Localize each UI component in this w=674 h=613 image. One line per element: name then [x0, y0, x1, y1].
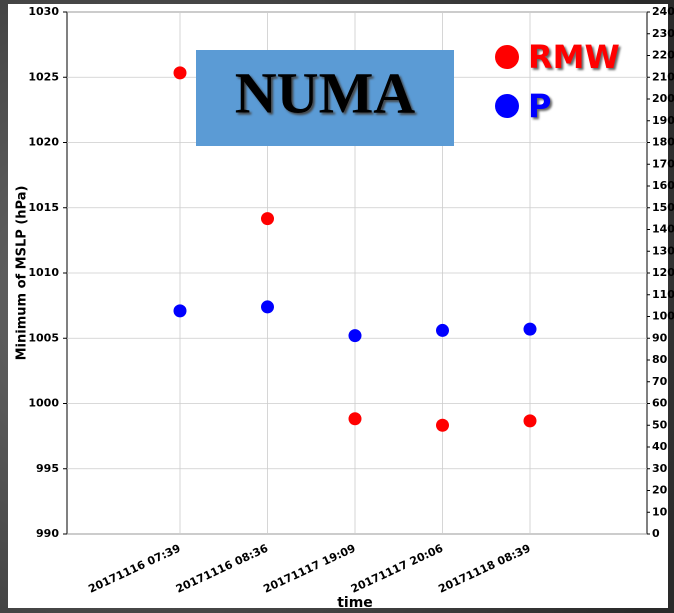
y2-tick-label: 210	[652, 70, 674, 83]
y2-tick-label: 160	[652, 179, 674, 192]
y2-tick-label: 90	[652, 331, 668, 344]
point	[436, 418, 449, 432]
point	[436, 323, 449, 337]
y2-tick-label: 150	[652, 201, 674, 214]
y2-tick-label: 60	[652, 397, 668, 410]
y2-tick-label: 140	[652, 223, 674, 236]
point	[261, 300, 274, 314]
y-tick-label: 1020	[28, 136, 59, 149]
point	[261, 212, 274, 226]
y2-tick-label: 180	[652, 136, 674, 149]
y2-tick-label: 70	[652, 375, 668, 388]
y-tick-label: 1000	[28, 397, 59, 410]
y2-tick-label: 30	[652, 462, 668, 475]
y2-tick-label: 220	[652, 49, 674, 62]
y2-tick-label: 40	[652, 440, 668, 453]
y2-tick-label: 120	[652, 266, 674, 279]
point	[523, 322, 537, 336]
y2-tick-label: 230	[652, 27, 674, 40]
point	[348, 329, 362, 343]
y-tick-label: 1010	[28, 266, 59, 279]
legend-marker	[495, 94, 519, 118]
y2-tick-label: 200	[652, 92, 674, 105]
legend-marker	[495, 45, 519, 69]
y2-tick-label: 10	[652, 505, 668, 518]
point	[173, 66, 187, 80]
annotation: NUMA	[235, 60, 416, 125]
legend-label: P	[528, 87, 551, 125]
y-tick-label: 1030	[28, 5, 59, 18]
y-tick-label: 990	[36, 527, 59, 540]
y2-tick-label: 110	[652, 288, 674, 301]
y-tick-label: 1005	[28, 331, 59, 344]
y-tick-label: 1025	[28, 70, 59, 83]
y2-tick-label: 130	[652, 244, 674, 257]
point	[523, 414, 537, 428]
y-axis-label: Minimum of MSLP (hPa)	[15, 186, 30, 361]
legend-label: RMW	[528, 38, 620, 76]
y2-tick-label: 20	[652, 484, 668, 497]
x-axis-label: time	[337, 595, 373, 611]
point	[348, 412, 362, 426]
y-tick-label: 1015	[28, 201, 59, 214]
y2-tick-label: 100	[652, 310, 674, 323]
y-tick-label: 995	[36, 462, 59, 475]
y2-tick-label: 240	[652, 5, 674, 18]
y2-tick-label: 0	[652, 527, 660, 540]
y2-tick-label: 190	[652, 114, 674, 127]
y2-tick-label: 170	[652, 157, 674, 170]
point	[173, 304, 187, 318]
y2-tick-label: 50	[652, 418, 668, 431]
y2-tick-label: 80	[652, 353, 668, 366]
annotation-box	[196, 50, 454, 146]
